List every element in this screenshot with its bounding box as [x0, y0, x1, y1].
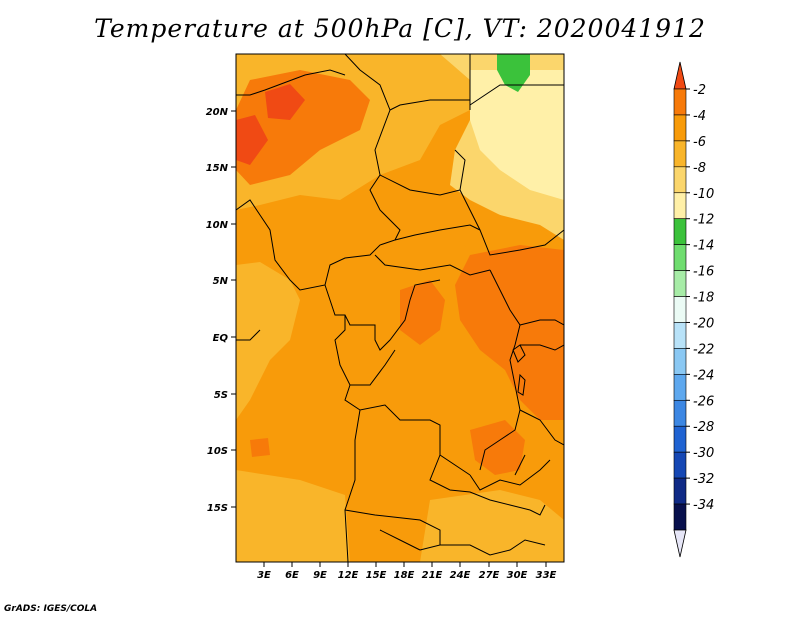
lon-label: 30E: [507, 570, 528, 581]
colorbar-box: [673, 140, 687, 168]
map-title: Temperature at 500hPa [C], VT: 202004191…: [94, 14, 706, 43]
lon-label: 27E: [479, 570, 500, 581]
colorbar-label: -16: [693, 265, 714, 280]
colorbar-label: -30: [693, 446, 714, 461]
lon-label: 3E: [257, 570, 271, 581]
colorbar-box: [673, 322, 687, 349]
lon-label: 12E: [338, 570, 359, 581]
colorbar-label: -14: [693, 239, 714, 254]
colorbar-labels: -2 -4 -6 -8 -10 -12 -14 -16 -18 -20 -22 -24 -26 -28 -3…: [686, 83, 714, 513]
colorbar-boxes: [673, 88, 687, 531]
colorbar: -2 -4 -6 -8 -10 -12 -14 -16 -18 -20 -22 -24 -26 -28 -3…: [673, 61, 714, 558]
longitude-axis: 3E 6E 9E 12E 15E 18E 21E 24E 27E 30E 33E: [257, 562, 557, 581]
colorbar-under-arrow: [673, 529, 687, 558]
lat-label: EQ: [213, 333, 229, 344]
colorbar-box: [673, 218, 687, 245]
colorbar-box: [673, 296, 687, 323]
colorbar-label: -8: [693, 161, 706, 176]
lat-label: 20N: [206, 107, 229, 118]
grads-credit: GrADS: IGES/COLA: [4, 604, 98, 614]
colorbar-label: -6: [693, 135, 706, 150]
colorbar-box: [673, 166, 687, 194]
colorbar-label: -10: [693, 187, 714, 202]
country-borders: [236, 54, 564, 562]
colorbar-label: -22: [693, 342, 714, 357]
colorbar-label: -2: [693, 83, 706, 98]
colorbar-label: -28: [693, 420, 714, 435]
lon-label: 24E: [450, 570, 471, 581]
colorbar-label: -12: [693, 213, 714, 228]
lat-label: 5S: [214, 390, 228, 401]
temperature-field: [236, 54, 564, 562]
map-frame: [235, 53, 565, 563]
lon-label: 21E: [422, 570, 443, 581]
colorbar-box: [673, 374, 687, 401]
colorbar-over-arrow: [673, 61, 687, 90]
latitude-axis: 20N 15N 10N 5N EQ 5S 10S 15S: [206, 107, 236, 514]
colorbar-label: -32: [693, 472, 714, 487]
lon-label: 6E: [285, 570, 299, 581]
lat-label: 15S: [207, 503, 228, 514]
lon-label: 9E: [313, 570, 327, 581]
lat-label: 10N: [206, 220, 229, 231]
colorbar-box: [673, 399, 687, 427]
colorbar-box: [673, 192, 687, 220]
lat-label: 10S: [207, 446, 228, 457]
colorbar-label: -26: [693, 394, 714, 409]
lon-label: 33E: [536, 570, 557, 581]
lon-label: 18E: [394, 570, 415, 581]
colorbar-label: -24: [693, 368, 714, 383]
colorbar-box: [673, 451, 687, 479]
colorbar-box: [673, 244, 687, 271]
lat-label: 5N: [213, 276, 229, 287]
colorbar-box: [673, 348, 687, 375]
colorbar-label: -34: [693, 498, 714, 513]
colorbar-box: [673, 477, 687, 505]
lon-label: 15E: [366, 570, 387, 581]
colorbar-label: -18: [693, 291, 714, 306]
colorbar-label: -4: [693, 109, 706, 124]
colorbar-label: -20: [693, 316, 714, 331]
colorbar-box: [673, 270, 687, 297]
colorbar-box: [673, 425, 687, 453]
lat-label: 15N: [206, 163, 229, 174]
colorbar-box: [673, 114, 687, 142]
colorbar-box: [673, 503, 687, 531]
colorbar-box: [673, 88, 687, 116]
